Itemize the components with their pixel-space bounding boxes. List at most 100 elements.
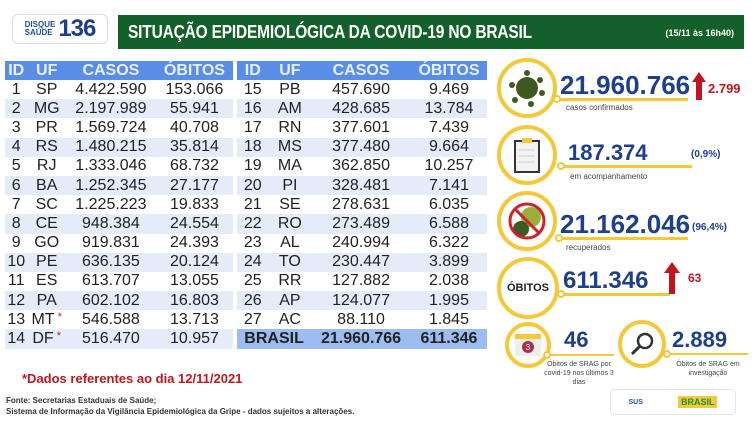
table-cell: 14 [5,329,28,349]
table-cell: 68.732 [156,157,233,176]
cell-value: MA [277,157,302,175]
table-cell: 362.850 [311,157,411,176]
table-cell: 7 [5,195,27,214]
cell-value: 2 [11,99,21,117]
cell-value: MS [277,138,302,156]
table-row: 14 DF * 516.470 10.957 [5,329,233,349]
table-cell: RJ [27,157,65,176]
cell-value: AM [277,99,302,117]
table-cell: 7.439 [411,118,487,137]
cell-value: 24.393 [169,234,219,252]
cell-value: 948.384 [81,214,140,232]
cell-value: 328.481 [332,176,390,194]
cell-value: AP [279,291,301,309]
table-cell: 11 [5,272,27,291]
table-cell: 4 [5,137,28,157]
table-cell: 377.480 [311,137,411,157]
table-cell: RO [268,214,312,234]
table-cell: 17 [237,118,269,137]
table-row: 27 AC 88.110 1.845 [237,310,487,329]
cell-value: 240.994 [332,234,390,252]
column-header: ID [237,61,269,80]
table-cell: SE [269,195,312,214]
srag-3days-label: Óbitos de SRAG por covid-19 nos últimos … [544,361,614,386]
total-deaths: 611.346 [410,329,487,349]
total-label: BRASIL [237,329,312,349]
cell-value: 1.845 [428,310,469,328]
cell-value: 1.225.223 [75,195,147,213]
total-cases: 21.960.766 [311,329,411,349]
column-header: ÓBITOS [410,61,487,80]
page-title: SITUAÇÃO EPIDEMIOLÓGICA DA COVID-19 NO B… [128,21,532,42]
source-text: Fonte: Secretarias Estaduais de Saúde; Si… [6,396,355,416]
cell-value: 20 [243,176,262,194]
srag-investigation-value: 2.889 [672,327,728,352]
cell-value: 13.784 [424,99,474,117]
cell-value: 4.422.590 [75,80,147,98]
cell-value: PR [35,118,58,136]
table-cell: 1.480.215 [65,137,156,157]
cell-value: TO [278,253,301,271]
cell-value: 5 [11,157,21,175]
cell-value: 35.814 [169,138,219,156]
column-header: ÓBITOS [155,61,233,80]
table-cell: 602.102 [65,291,156,311]
table-cell: AP [268,291,312,311]
asterisk-marker: * [53,330,62,343]
cell-value: PE [36,253,58,271]
cell-value: 153.066 [165,80,224,98]
cell-value: RR [278,272,302,290]
table-cell: 948.384 [65,214,156,234]
cell-value: 6.588 [428,214,469,232]
table-cell: 9.664 [410,137,487,157]
cell-value: 8 [11,214,21,232]
cell-value: 1 [11,80,21,98]
table-cell: 40.708 [156,118,233,137]
cell-value: CE [35,214,58,232]
table-cell: CE [27,214,66,234]
cell-value: BA [36,176,58,194]
table-cell: 21 [237,195,269,214]
cell-value: RO [277,214,302,232]
table-cell: 613.707 [66,272,156,291]
confirmed-label: casos confirmados [566,103,633,112]
cell-value: 25 [243,272,262,290]
cell-value: 26 [243,291,262,309]
magnifier-icon [618,320,666,368]
cell-value: SE [279,195,301,213]
table-cell: 1.225.223 [66,195,156,214]
table-cell: 546.588 [66,310,156,329]
table-cell: 328.481 [311,175,411,196]
table-cell: 24.554 [155,214,233,234]
table-row: 1 SP 4.422.590 153.066 [5,80,233,99]
table-row: 5 RJ 1.333.046 68.732 [5,157,233,176]
table-cell: 1.845 [411,310,487,329]
table-cell: 127.882 [311,272,411,291]
table-row: 26 AP 124.077 1.995 [237,291,487,311]
cell-value: 10.257 [424,157,474,175]
table-cell: 919.831 [66,234,156,253]
virus-icon [497,58,557,118]
table-cell: AC [269,310,312,329]
cell-value: 22 [243,214,262,232]
cell-value: 124.077 [332,291,390,309]
cell-value: 516.470 [81,330,140,348]
cell-value: ES [36,272,58,290]
table-cell: 9 [5,234,27,253]
table-cell: 428.685 [311,99,411,119]
cell-value: 10 [7,253,26,271]
no-virus-icon [497,191,557,251]
table-cell: 4.422.590 [66,80,156,99]
column-header: UF [268,61,312,80]
table-cell: 377.601 [311,118,411,137]
cell-value: MT [31,310,55,328]
cell-value: 19 [243,157,262,175]
cell-value: 13.055 [169,272,219,290]
cell-value: 3 [11,118,21,136]
cell-value: 10.957 [169,330,219,348]
cell-value: 278.631 [332,195,390,213]
table-cell: MT * [27,310,65,329]
table-cell: 230.447 [311,252,411,272]
cell-value: 2.038 [428,272,469,290]
cell-value: 377.480 [332,138,390,156]
